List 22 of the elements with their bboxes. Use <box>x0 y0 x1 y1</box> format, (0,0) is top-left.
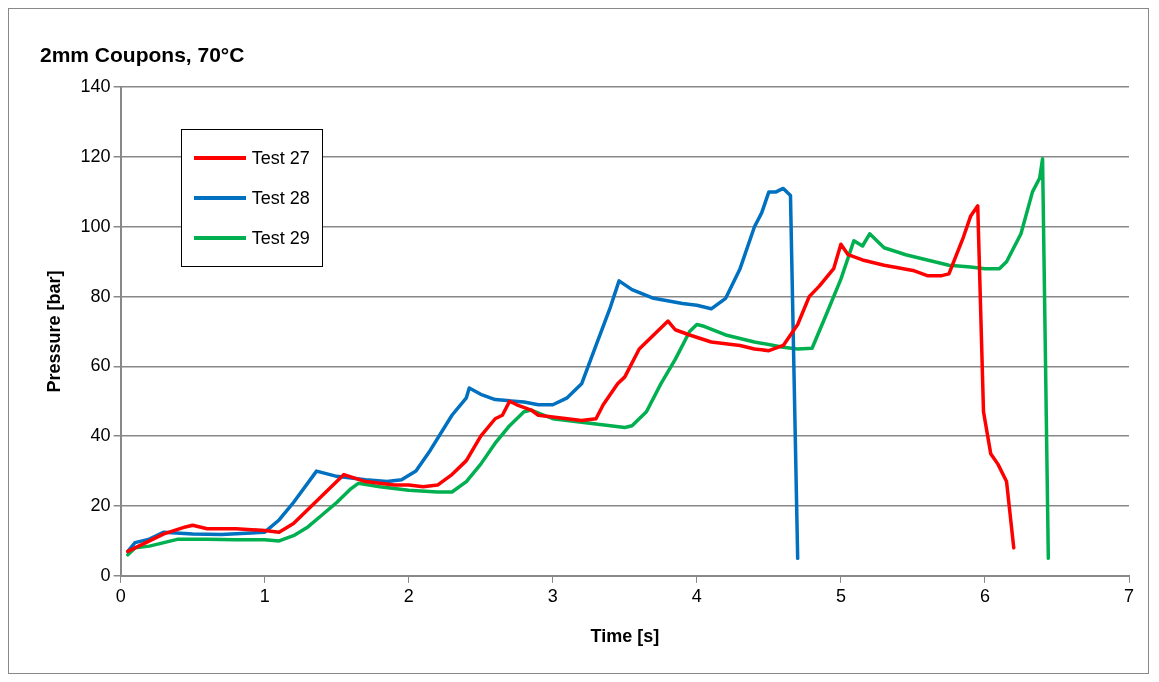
y-tick-label: 20 <box>90 494 111 515</box>
x-tick-label: 7 <box>1123 585 1135 606</box>
x-tick-label: 0 <box>115 585 126 606</box>
y-axis-title: Pressure [bar] <box>43 270 64 393</box>
legend-label: Test 28 <box>251 187 310 209</box>
x-tick-label: 4 <box>691 585 702 606</box>
x-axis-title: Time [s] <box>590 626 660 647</box>
y-tick-label: 40 <box>90 425 111 446</box>
y-tick-label: 60 <box>90 355 111 376</box>
y-tick-label: 140 <box>80 76 111 97</box>
y-tick-label: 80 <box>90 285 111 306</box>
legend-label: Test 29 <box>251 227 310 249</box>
x-tick-label: 5 <box>835 585 846 606</box>
y-tick-label: 100 <box>80 215 111 236</box>
x-tick-label: 2 <box>403 585 414 606</box>
x-tick-label: 3 <box>547 585 558 606</box>
x-tick-label: 6 <box>979 585 990 606</box>
chart-title: 2mm Coupons, 70°C <box>40 43 245 67</box>
y-tick-label: 120 <box>80 145 111 166</box>
y-tick-label: 0 <box>100 564 111 585</box>
x-tick-label: 1 <box>259 585 270 606</box>
legend-label: Test 27 <box>251 147 310 169</box>
